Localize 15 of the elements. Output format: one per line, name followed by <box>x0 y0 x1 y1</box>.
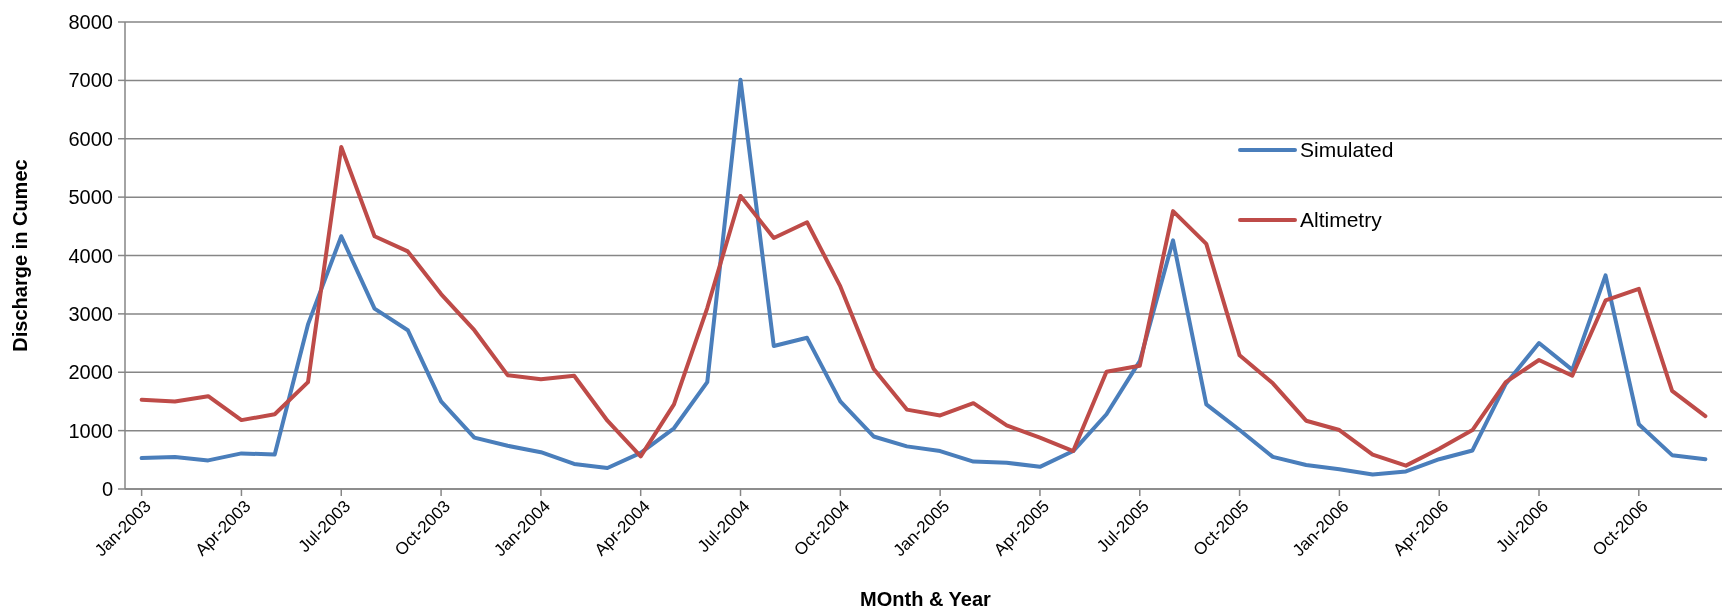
y-tick-label: 4000 <box>68 244 113 267</box>
legend-label: Altimetry <box>1300 208 1383 232</box>
y-tick-label: 3000 <box>68 302 113 325</box>
y-tick-label: 6000 <box>68 127 113 150</box>
x-axis-title: MOnth & Year <box>860 588 992 610</box>
line-series <box>139 144 1708 468</box>
y-tick-label: 5000 <box>68 186 113 209</box>
y-tick-label: 2000 <box>68 361 113 384</box>
y-tick-label: 7000 <box>68 69 113 92</box>
y-tick-label: 1000 <box>68 419 113 442</box>
line-series <box>139 77 1708 477</box>
legend-label: Simulated <box>1300 138 1394 162</box>
y-tick-label: 0 <box>101 478 113 500</box>
y-axis-title: Discharge in Cumec <box>9 159 31 352</box>
y-tick-label: 8000 <box>68 11 113 33</box>
